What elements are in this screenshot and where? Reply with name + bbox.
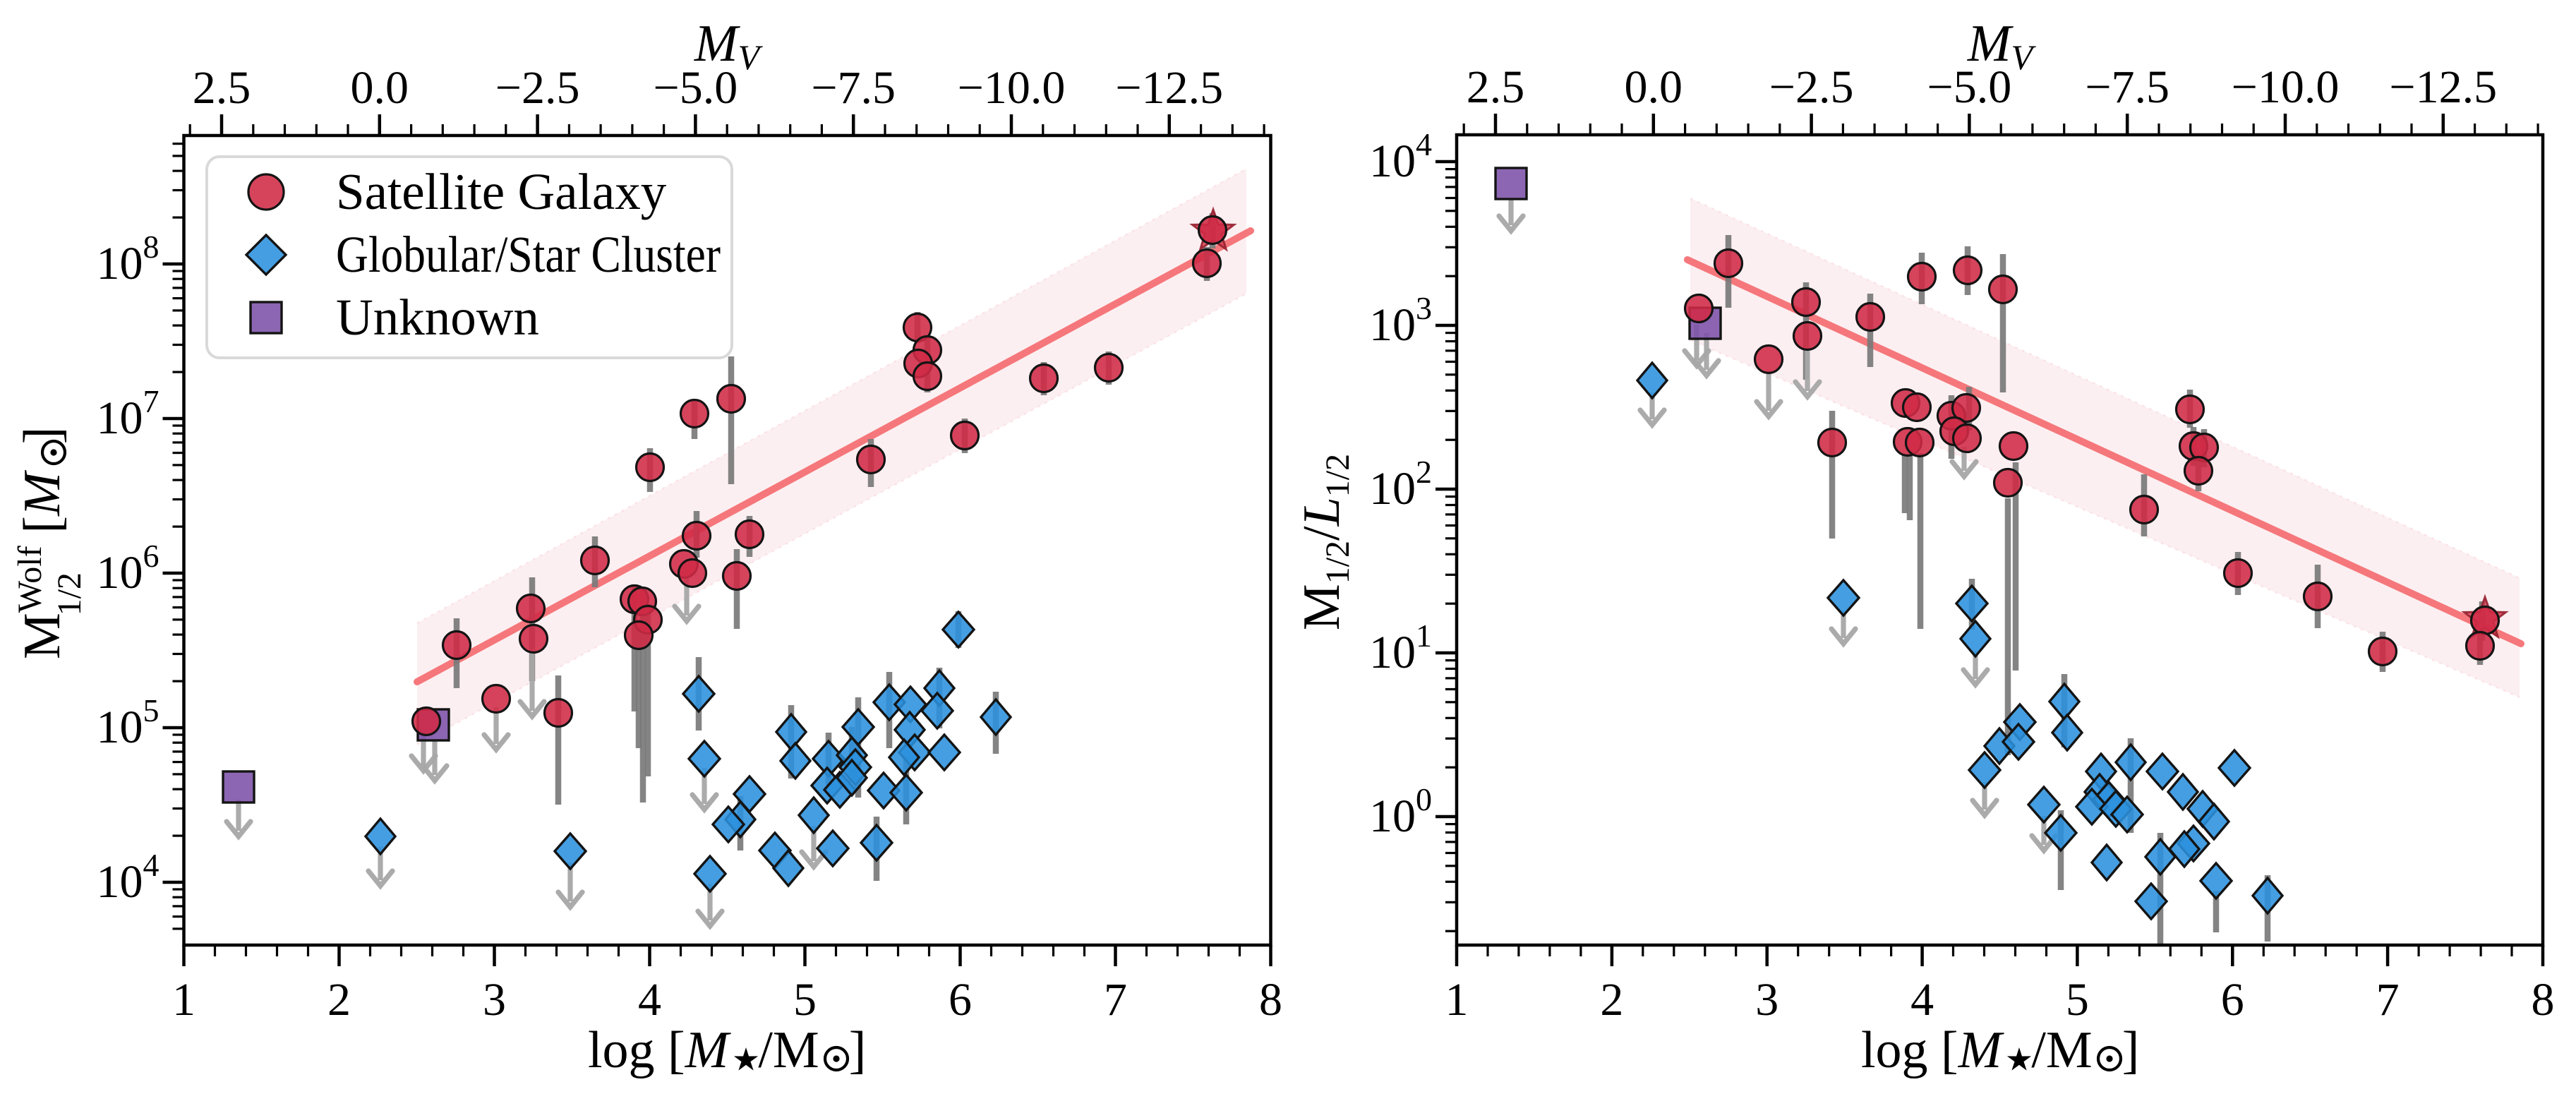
svg-text:Unknown: Unknown [336,289,539,346]
svg-text:5: 5 [2066,974,2089,1026]
svg-text:−7.5: −7.5 [2085,61,2169,113]
svg-text:8: 8 [2532,974,2555,1026]
svg-text:7: 7 [1104,974,1127,1026]
svg-text:4: 4 [638,974,661,1026]
svg-text:MV: MV [694,15,764,77]
svg-text:108: 108 [97,229,160,289]
svg-text:Satellite Galaxy: Satellite Galaxy [336,163,667,220]
svg-text:−10.0: −10.0 [958,62,1066,114]
svg-text:−5.0: −5.0 [654,62,738,114]
svg-text:4: 4 [1910,974,1934,1026]
svg-text:2.5: 2.5 [1467,61,1525,113]
svg-text:107: 107 [97,383,160,444]
svg-text:2.5: 2.5 [193,62,251,114]
svg-text:−12.5: −12.5 [2389,61,2497,113]
svg-text:6: 6 [2221,974,2244,1026]
svg-text:−10.0: −10.0 [2232,61,2340,113]
svg-text:0.0: 0.0 [351,62,409,114]
svg-text:Globular/Star Cluster: Globular/Star Cluster [336,226,721,283]
svg-text:1: 1 [1445,974,1469,1026]
svg-text:−5.0: −5.0 [1927,61,2012,113]
svg-text:5: 5 [793,974,817,1026]
svg-text:−2.5: −2.5 [1769,61,1854,113]
svg-text:0.0: 0.0 [1625,61,1683,113]
svg-text:3: 3 [483,974,506,1026]
svg-text:1: 1 [172,974,195,1026]
svg-text:−12.5: −12.5 [1115,62,1223,114]
svg-text:3: 3 [1755,974,1778,1026]
svg-text:106: 106 [97,538,160,599]
svg-text:7: 7 [2376,974,2400,1026]
svg-text:−7.5: −7.5 [811,62,896,114]
svg-text:−2.5: −2.5 [495,62,580,114]
svg-text:103: 103 [1369,290,1432,351]
svg-text:2: 2 [1600,974,1623,1026]
svg-text:6: 6 [949,974,972,1026]
svg-text:8: 8 [1259,974,1282,1026]
svg-text:2: 2 [327,974,351,1026]
